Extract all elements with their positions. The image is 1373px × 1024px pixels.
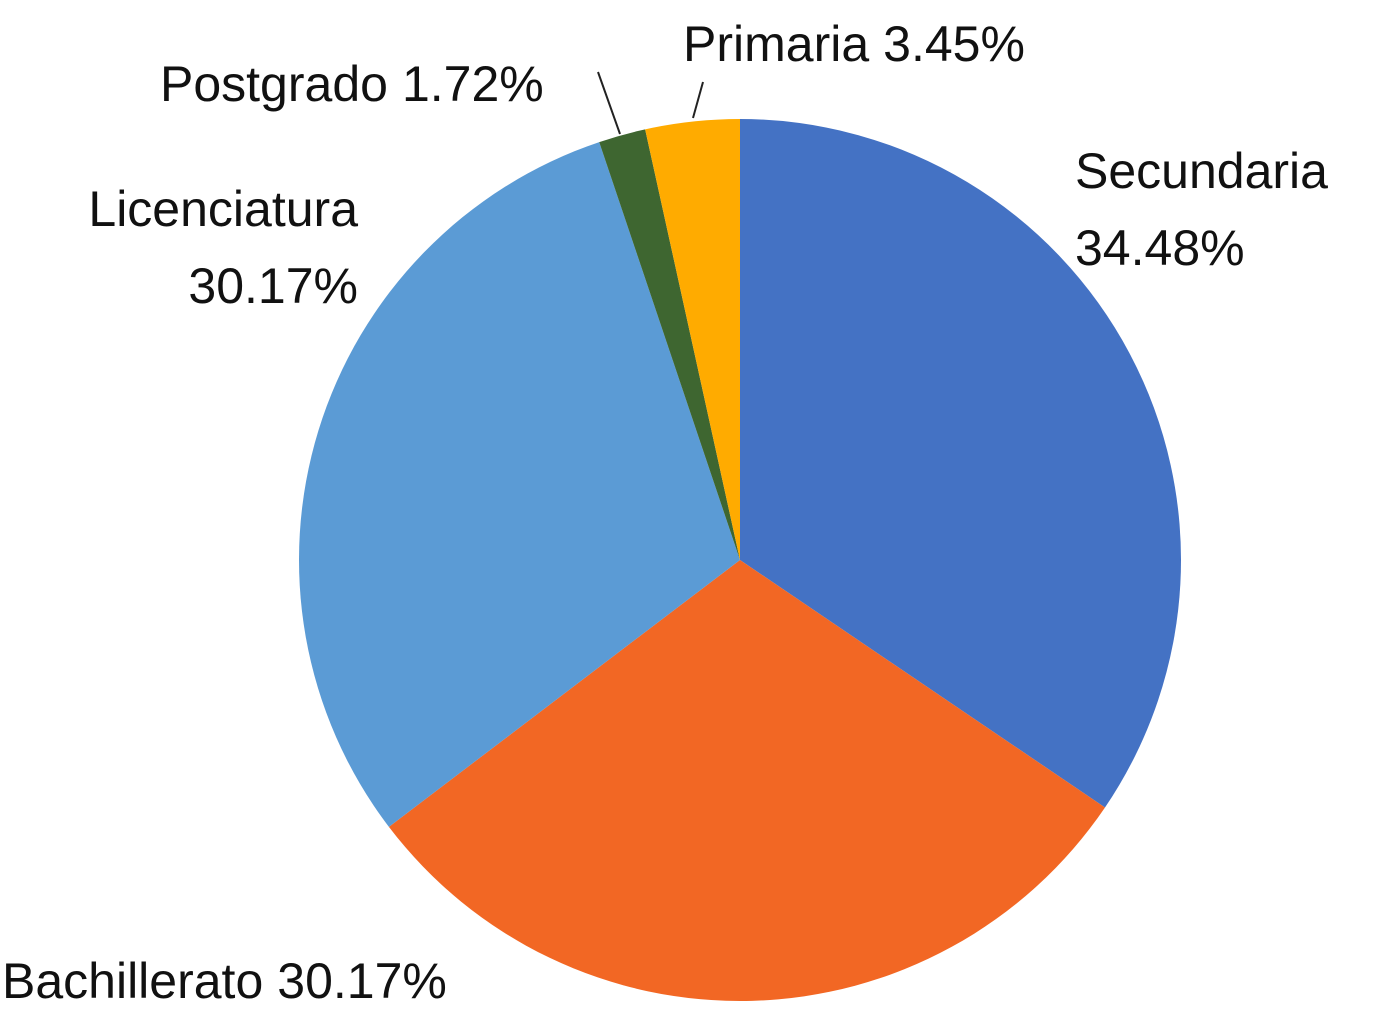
leader-line [597, 71, 621, 135]
pie-slice [599, 129, 740, 560]
category-label: Primaria [683, 16, 869, 72]
pie-slice [740, 119, 1181, 808]
data-label: Secundaria 34.48% [1075, 143, 1328, 276]
value-label: 3.45% [883, 16, 1025, 72]
data-label: Bachillerato 30.17% [2, 953, 447, 1009]
pie-slice [299, 142, 740, 827]
value-label: 30.17% [277, 953, 447, 1009]
category-label: Secundaria [1075, 143, 1328, 199]
value-label: 34.48% [1075, 220, 1245, 276]
data-label: Primaria 3.45% [683, 16, 1025, 72]
category-label: Bachillerato [2, 953, 263, 1009]
pie-slice [388, 560, 1106, 1001]
leader-line [692, 81, 704, 119]
category-label: Licenciatura [88, 181, 358, 237]
category-label: Postgrado [160, 56, 388, 112]
value-label: 30.17% [188, 258, 358, 314]
data-label: Postgrado 1.72% [160, 56, 544, 112]
data-label: Licenciatura 30.17% [88, 181, 358, 314]
value-label: 1.72% [402, 56, 544, 112]
pie-slice [645, 119, 740, 560]
